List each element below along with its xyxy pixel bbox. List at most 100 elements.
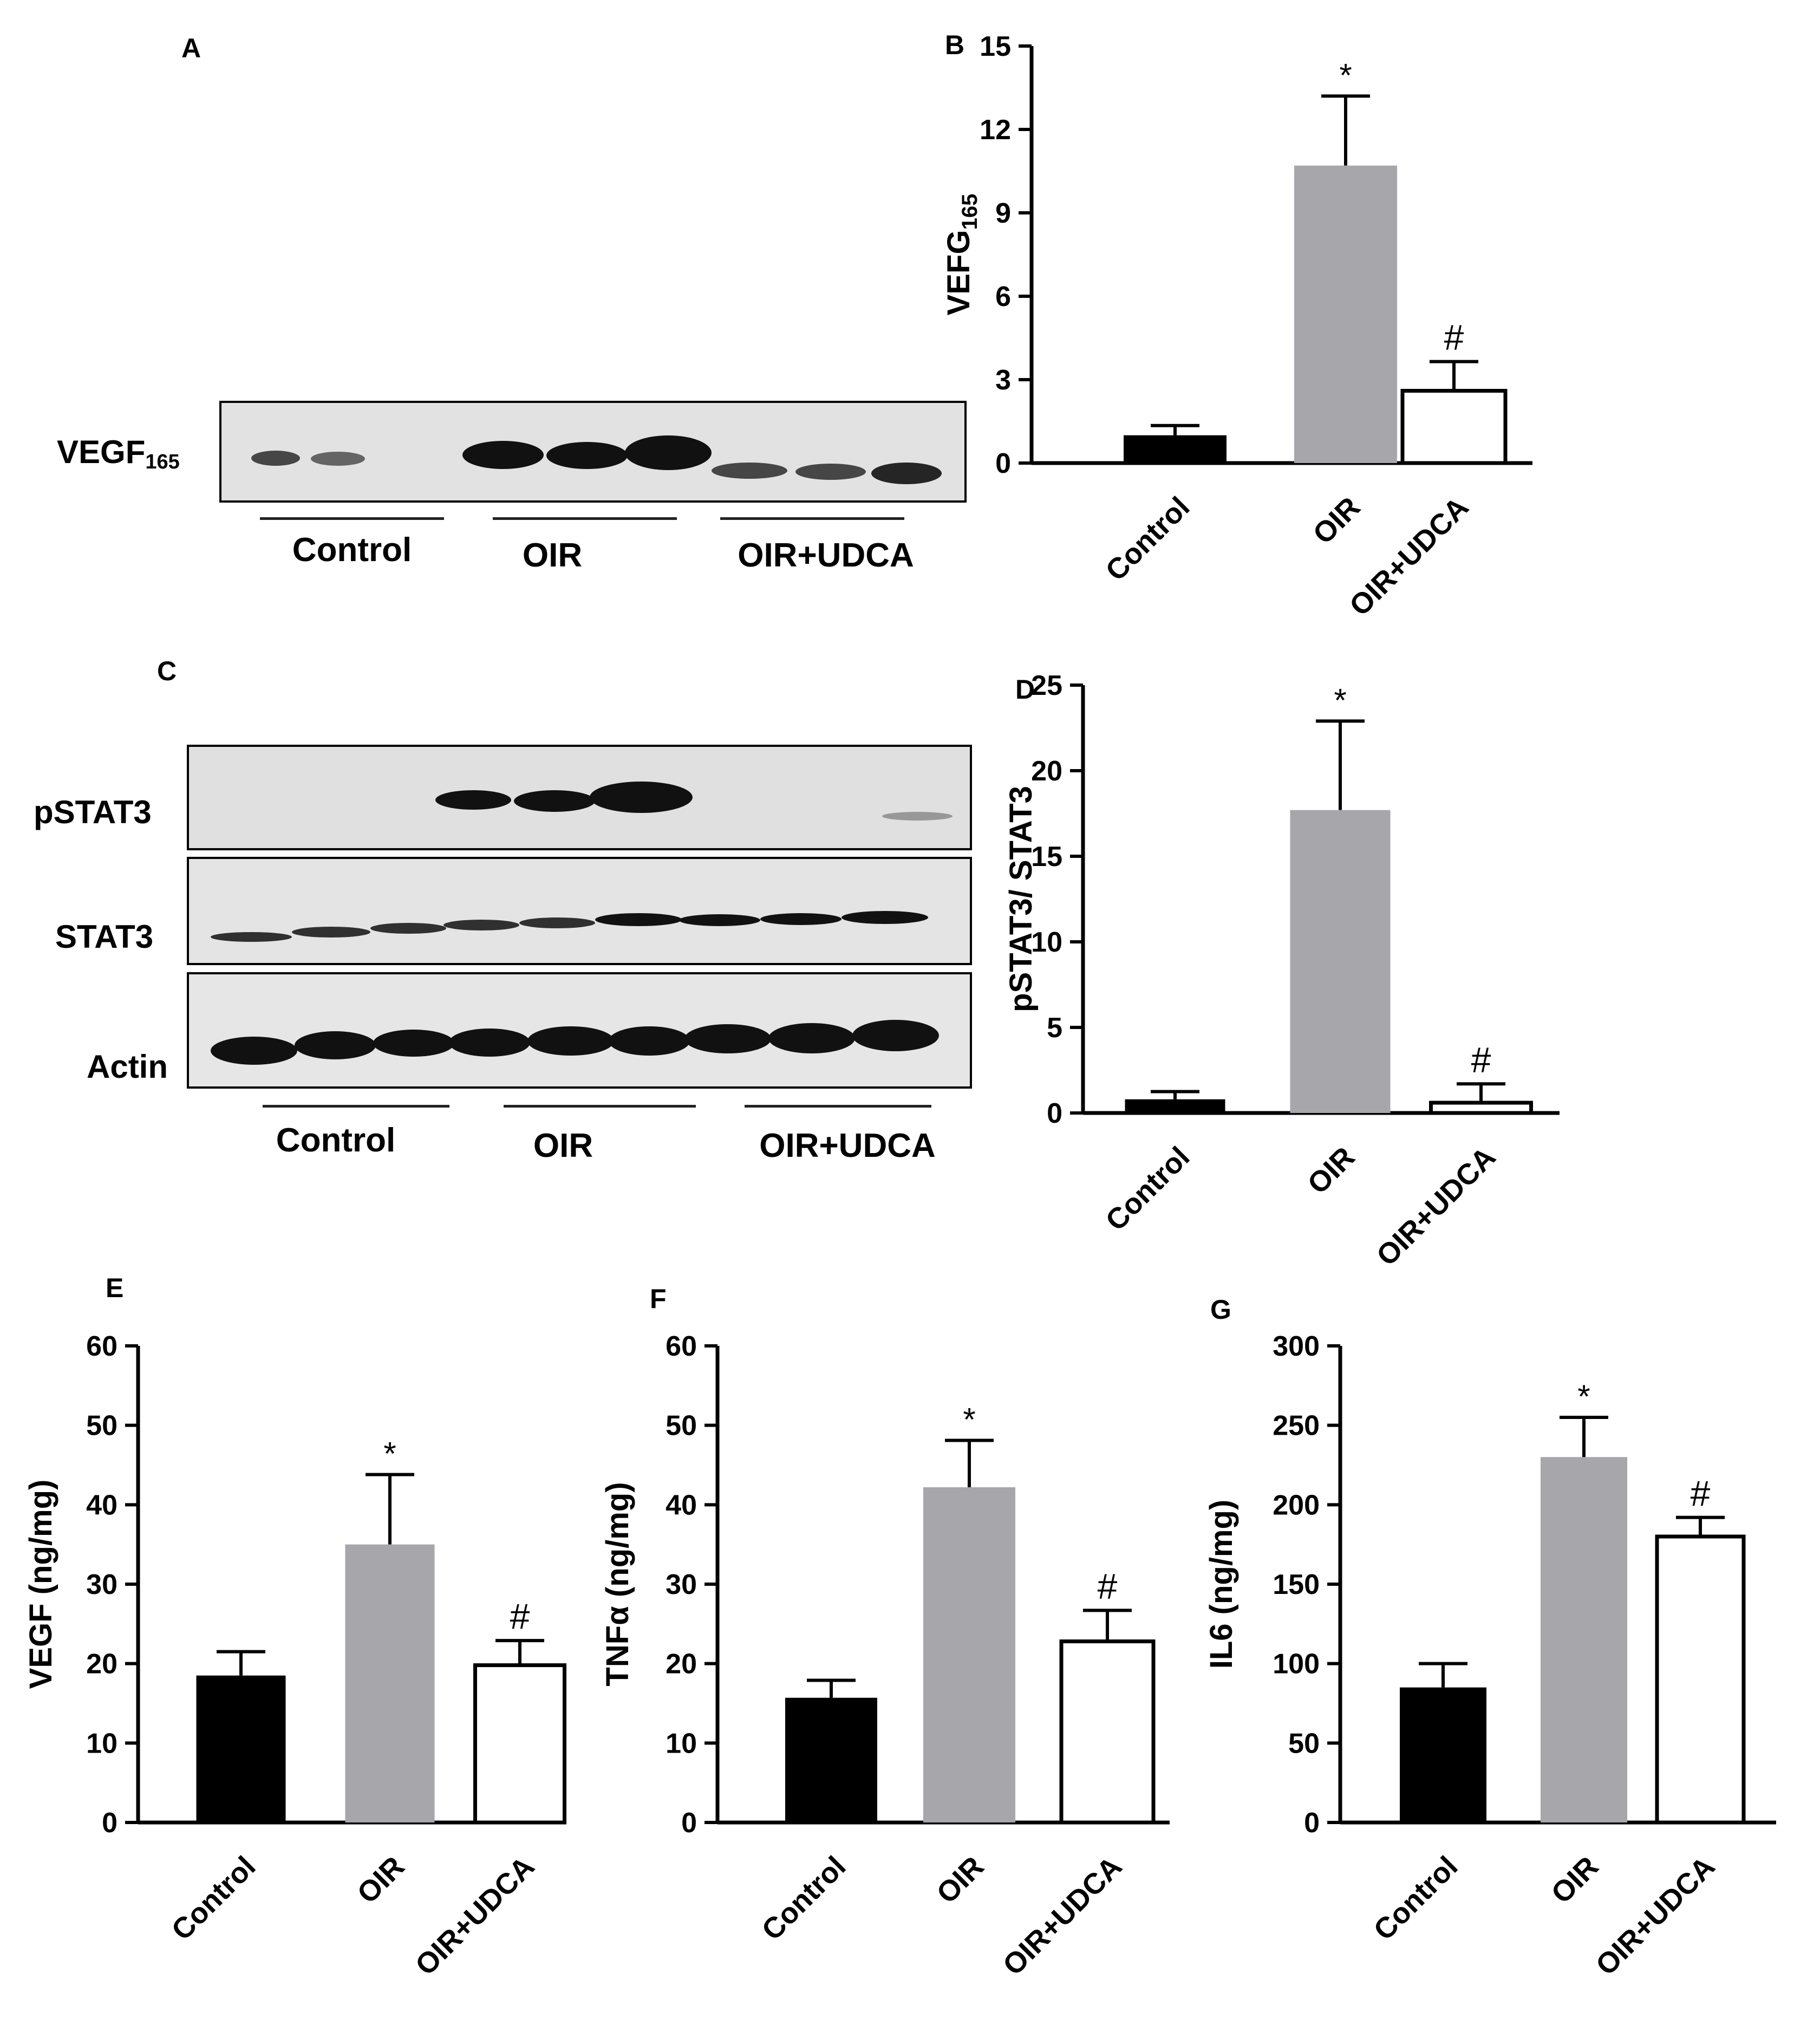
bar: [1059, 1639, 1156, 1825]
y-tick-label: 20: [1031, 756, 1062, 787]
bar: [1655, 1534, 1746, 1825]
y-tick-label: 300: [1273, 1331, 1320, 1362]
y-axis-label: IL6 (ng/mg): [1204, 1500, 1239, 1669]
y-tick-label: 20: [86, 1649, 118, 1680]
blot-band: [882, 812, 953, 821]
blot-band: [590, 782, 693, 813]
panel-letter-g: G: [1210, 1294, 1231, 1325]
x-tick-label: Control: [755, 1850, 852, 1947]
blot-band: [795, 464, 866, 480]
y-tick-label: 10: [86, 1728, 118, 1759]
blot-band: [841, 911, 928, 924]
x-tick-label: OIR: [1301, 1141, 1361, 1200]
y-tick-label: 0: [995, 448, 1011, 479]
group-label-oir: OIR: [522, 537, 583, 574]
bar: [1400, 389, 1508, 465]
blot-band: [435, 790, 511, 810]
y-tick-label: 40: [86, 1489, 118, 1521]
blot-row-label-stat3: STAT3: [55, 919, 154, 955]
panel-letter-e: E: [106, 1273, 123, 1303]
significance-mark: #: [510, 1596, 530, 1636]
y-tick-label: 50: [86, 1410, 118, 1442]
significance-mark: *: [963, 1402, 975, 1438]
blot-band: [768, 1023, 855, 1053]
blot-band: [712, 463, 787, 479]
panel-letter-b: B: [945, 30, 964, 60]
blot-image-pstat3: [187, 745, 972, 850]
y-tick-label: 30: [666, 1569, 697, 1600]
significance-mark: *: [1577, 1378, 1590, 1415]
x-tick-label: OIR+UDCA: [1371, 1141, 1502, 1272]
y-tick-label: 10: [1031, 927, 1062, 958]
bar: [473, 1663, 566, 1825]
group-line-control: [263, 1105, 449, 1108]
y-tick-label: 250: [1273, 1410, 1320, 1442]
group-line-oir-udca: [720, 517, 904, 520]
blot-band: [519, 917, 595, 928]
blot-band: [251, 451, 300, 466]
bar: [1429, 1101, 1533, 1115]
blot-band: [871, 463, 942, 484]
significance-mark: #: [1471, 1039, 1491, 1079]
x-tick-label: OIR+UDCA: [997, 1850, 1128, 1982]
blot-band: [449, 1028, 530, 1057]
blot-band: [625, 435, 712, 470]
y-tick-label: 50: [1288, 1728, 1320, 1759]
y-tick-label: 50: [666, 1410, 697, 1442]
blot-image-actin: [187, 972, 972, 1089]
y-tick-label: 60: [666, 1331, 697, 1362]
x-tick-label: OIR: [1307, 491, 1366, 550]
x-tick-label: Control: [1099, 1141, 1196, 1237]
panel-letter-d: D: [1015, 674, 1035, 705]
blot-band: [370, 923, 446, 934]
significance-mark: *: [1334, 682, 1346, 718]
blot-band: [679, 914, 760, 926]
blot-band: [373, 1030, 454, 1057]
y-tick-label: 15: [1031, 841, 1062, 873]
y-tick-label: 0: [1304, 1807, 1320, 1839]
group-line-oir: [493, 517, 677, 520]
bar: [1294, 165, 1397, 463]
blot-band: [292, 927, 370, 938]
blot-row-label-vegf: VEGF165: [57, 434, 180, 473]
y-tick-label: 0: [1047, 1098, 1062, 1129]
y-axis-label: TNFα (ng/mg): [600, 1482, 635, 1686]
significance-mark: #: [1444, 317, 1464, 357]
bar: [345, 1544, 435, 1822]
significance-mark: #: [1691, 1473, 1711, 1513]
group-line-oir-udca: [745, 1105, 931, 1108]
y-tick-label: 15: [980, 31, 1011, 62]
x-tick-label: Control: [165, 1850, 262, 1947]
y-tick-label: 10: [666, 1728, 697, 1759]
x-tick-label: OIR: [1545, 1850, 1604, 1910]
y-tick-label: 0: [102, 1807, 118, 1839]
blot-band: [527, 1026, 614, 1056]
blot-band: [609, 1026, 690, 1056]
x-tick-label: Control: [1099, 491, 1196, 587]
group-label-control: Control: [276, 1122, 396, 1159]
blot-image-vegf: [219, 401, 967, 503]
y-tick-label: 12: [980, 114, 1011, 146]
blot-band: [462, 441, 544, 469]
blot-band: [211, 932, 292, 942]
y-axis-label: VEFG165: [941, 194, 982, 316]
y-tick-label: 3: [995, 364, 1011, 396]
y-tick-label: 6: [995, 281, 1011, 313]
bar: [1125, 1099, 1225, 1113]
group-line-control: [260, 517, 444, 520]
y-tick-label: 20: [666, 1649, 697, 1680]
y-tick-label: 9: [995, 198, 1011, 229]
panel-letter-c: C: [157, 656, 177, 686]
x-tick-label: OIR: [930, 1850, 990, 1910]
y-tick-label: 100: [1273, 1649, 1320, 1680]
y-axis-label: pSTAT3/ STAT3: [1003, 786, 1039, 1012]
y-tick-label: 0: [681, 1807, 697, 1839]
x-tick-label: OIR+UDCA: [1590, 1850, 1721, 1982]
y-tick-label: 5: [1047, 1012, 1062, 1044]
blot-row-label-actin: Actin: [87, 1049, 168, 1085]
significance-mark: *: [1339, 57, 1352, 93]
bar: [1124, 435, 1227, 463]
blot-row-label-pstat3: pSTAT3: [34, 794, 152, 830]
bar: [923, 1487, 1015, 1822]
